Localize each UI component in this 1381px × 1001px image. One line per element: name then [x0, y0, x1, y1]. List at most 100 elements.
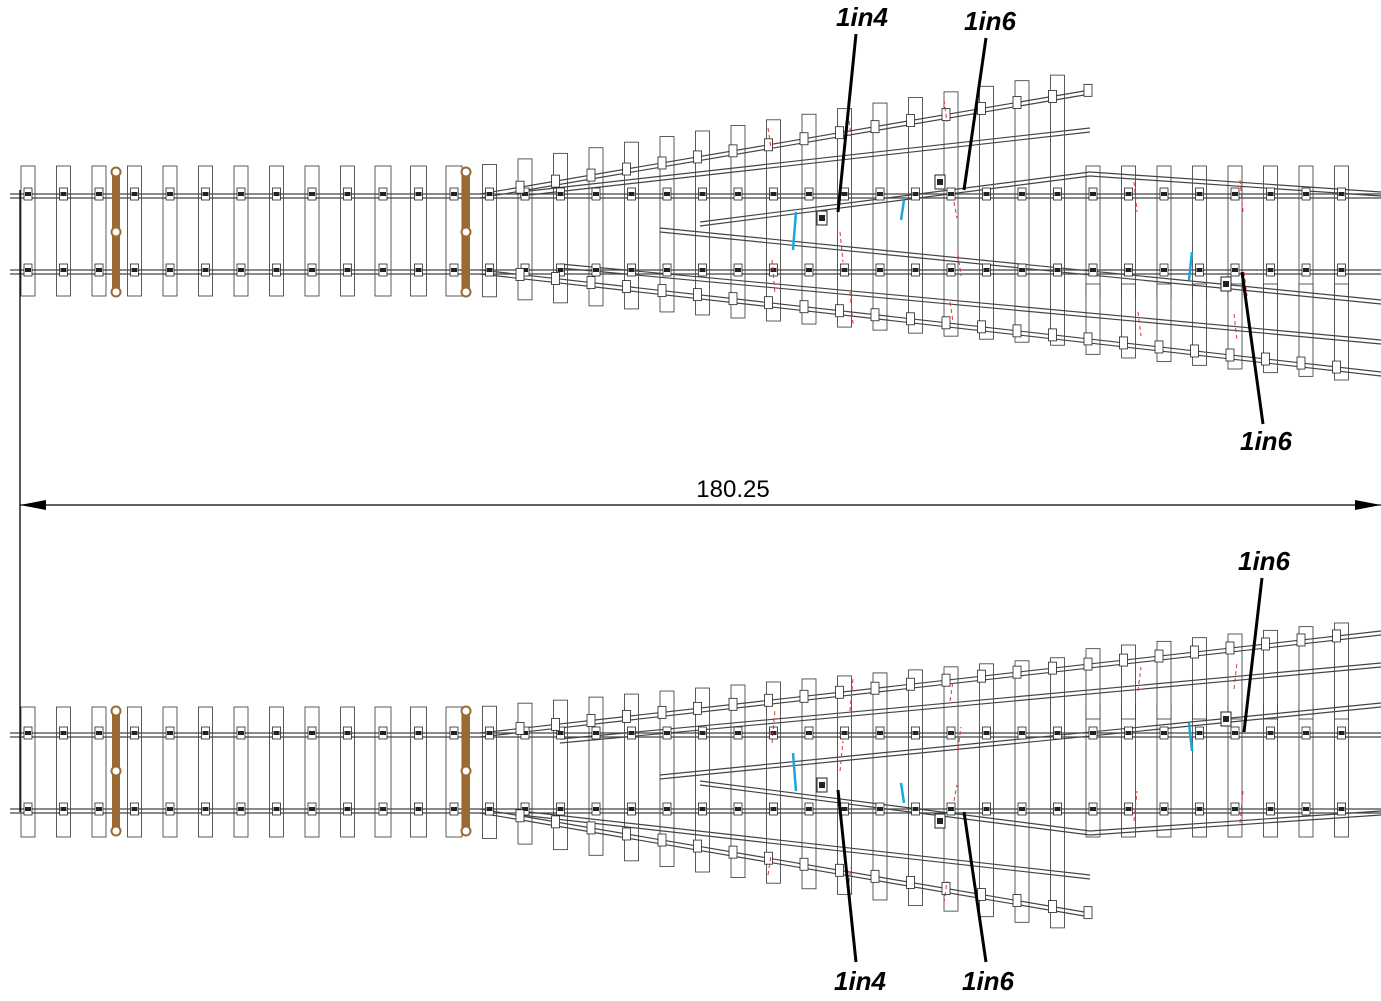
chair: [515, 722, 525, 735]
chair-key: [1338, 268, 1345, 272]
chair-key: [1196, 731, 1203, 735]
chair-key: [522, 731, 528, 735]
cut-mark: [767, 854, 772, 876]
leader-top-1in4: [836, 33, 858, 213]
chair-key: [912, 192, 919, 196]
chair: [906, 114, 915, 128]
frog-block-key: [937, 818, 943, 824]
chair: [1012, 665, 1022, 679]
sleeper: [1263, 283, 1278, 374]
chair-key: [735, 807, 741, 811]
sleeper: [20, 165, 36, 297]
diverging-rail-lower-inner: [559, 263, 1381, 341]
chair-key: [25, 807, 31, 811]
sleeper: [872, 102, 888, 331]
chair-key: [451, 731, 457, 735]
frog-block-key: [1223, 281, 1229, 287]
chair: [1012, 324, 1022, 338]
leader-bottom-upper-1in6: [1242, 577, 1264, 733]
chair-key: [806, 268, 812, 272]
chair-key: [806, 192, 812, 196]
chair: [764, 138, 773, 152]
sleeper: [1085, 165, 1101, 299]
chair-key: [1196, 192, 1203, 196]
chair-key: [1267, 807, 1274, 811]
chair: [693, 150, 702, 164]
sleeper: [1121, 704, 1136, 838]
chair-key: [806, 807, 812, 811]
sleeper: [1298, 165, 1314, 299]
sleeper: [374, 706, 392, 838]
chair-key: [1338, 731, 1345, 735]
sleeper: [1014, 660, 1030, 923]
chair-key: [96, 268, 102, 272]
chair-key: [912, 268, 919, 272]
tie-bar-pin-icon: [110, 825, 122, 837]
sleeper: [979, 663, 994, 918]
chair-key: [238, 192, 244, 196]
chair-key: [628, 807, 635, 811]
chair-key: [877, 731, 883, 735]
cut-mark: [849, 678, 854, 712]
chair-key: [238, 268, 244, 272]
chair: [1048, 89, 1057, 103]
chair-key: [1303, 192, 1309, 196]
chair-key: [806, 731, 812, 735]
chair: [622, 280, 631, 294]
leader-top-1in6: [962, 37, 988, 191]
chair: [586, 276, 596, 289]
chair: [764, 693, 773, 707]
label-bottom-1in4: 1in4: [834, 966, 887, 996]
chair-key: [1161, 268, 1167, 272]
chair-key: [380, 192, 386, 196]
crossing-rail-upper-inner: [699, 175, 1091, 227]
chair-key: [238, 807, 244, 811]
chair-key: [131, 268, 138, 272]
crossing-rail-upper-inner: [699, 784, 1091, 836]
chairs-bottom: [23, 629, 1346, 920]
insulation-gap: [1187, 722, 1194, 752]
chair: [1119, 653, 1128, 667]
sleeper: [1050, 657, 1065, 929]
sleeper: [1085, 704, 1101, 838]
sleeper: [445, 165, 463, 297]
chair-key: [1232, 268, 1238, 272]
chair: [693, 701, 702, 715]
chair: [906, 312, 915, 326]
insulation-gap: [1187, 251, 1194, 281]
chair-key: [1125, 268, 1132, 272]
chair-key: [486, 268, 493, 272]
chair-key: [983, 192, 990, 196]
chair-key: [25, 731, 31, 735]
marks-top: [110, 99, 1248, 341]
chair: [870, 681, 880, 695]
chair: [693, 839, 702, 853]
chair-key: [1054, 268, 1061, 272]
cut-mark: [953, 784, 958, 802]
cut-mark: [953, 201, 958, 219]
chair-key: [202, 807, 209, 811]
chair-key: [96, 731, 102, 735]
chair: [977, 102, 986, 115]
chair-key: [415, 192, 422, 196]
chair: [1190, 344, 1199, 358]
chair-key: [131, 731, 138, 735]
chair-key: [238, 731, 244, 735]
dimension-arrow-right-icon: [1355, 500, 1381, 510]
cut-mark: [949, 680, 954, 702]
chair: [1048, 661, 1057, 675]
leader-bottom-1in6: [962, 811, 988, 963]
chair-key: [202, 268, 209, 272]
chair-key: [486, 731, 493, 735]
sleeper: [445, 706, 463, 838]
chair-key: [948, 731, 954, 735]
sleeper: [233, 706, 249, 838]
chair-key: [841, 807, 848, 811]
chair-key: [96, 807, 102, 811]
sleeper: [1192, 165, 1207, 299]
cut-mark: [957, 253, 962, 277]
chair: [870, 869, 880, 883]
chair-key: [1303, 807, 1309, 811]
chair-key: [593, 807, 599, 811]
